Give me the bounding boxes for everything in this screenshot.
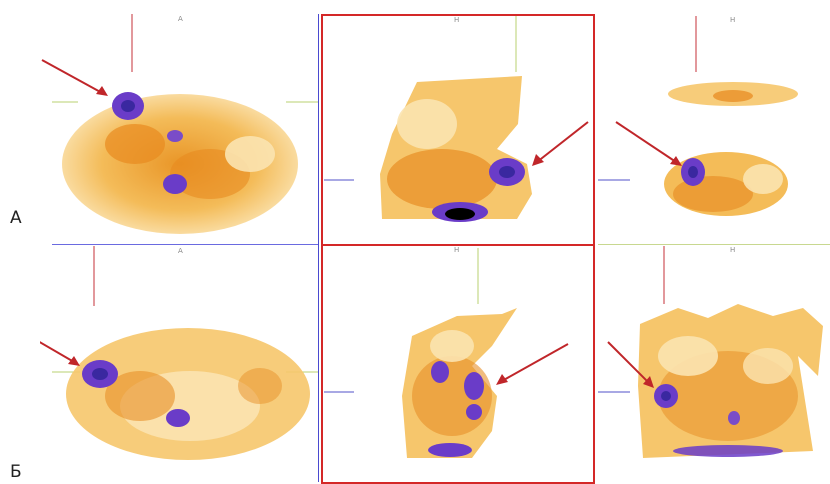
scan-image-bottom-left	[40, 246, 318, 460]
row-divider-right	[598, 244, 830, 245]
scan-image-top-left	[41, 14, 318, 234]
view-label: H	[730, 16, 736, 24]
scan-bottom-left: A	[40, 246, 318, 478]
view-label: H	[454, 246, 460, 254]
scan-top-right: H	[598, 14, 830, 242]
scan-bottom-right: H	[598, 246, 830, 478]
view-label: H	[730, 246, 736, 254]
arrow	[501, 343, 569, 382]
row-label-a: А	[10, 208, 22, 228]
row-divider	[52, 244, 318, 245]
view-label: A	[178, 247, 183, 255]
arrow	[536, 121, 589, 163]
arrow	[607, 341, 651, 385]
arrow	[615, 121, 677, 163]
column-divider	[318, 14, 319, 482]
view-label: H	[454, 16, 460, 24]
row-label-b: Б	[10, 462, 22, 482]
scan-image-top-middle	[324, 16, 589, 222]
arrow	[41, 59, 105, 95]
scan-bottom-middle: H	[322, 246, 594, 482]
arrow	[40, 341, 75, 363]
scan-image-bottom-right	[598, 246, 823, 458]
lesion-spot	[464, 372, 484, 400]
scan-top-left: A	[40, 14, 318, 242]
selected-frame-top	[321, 14, 595, 246]
scan-image-bottom-middle	[324, 248, 569, 458]
scan-image-top-right	[598, 16, 798, 216]
view-label: A	[178, 15, 183, 23]
selected-frame-bottom	[321, 244, 595, 484]
scan-top-middle: H	[322, 14, 594, 246]
lesion-spot	[431, 361, 449, 383]
